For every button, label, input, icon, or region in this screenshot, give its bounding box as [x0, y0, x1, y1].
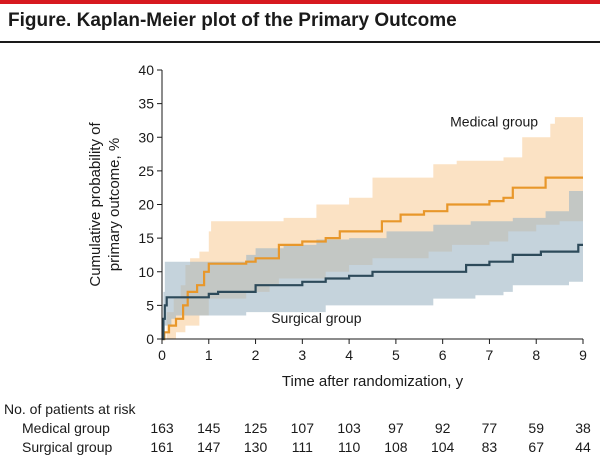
title-rule [0, 41, 600, 43]
medical-group-step-line [162, 176, 583, 341]
y-tick-label: 30 [138, 129, 154, 145]
risk-count: 108 [384, 439, 408, 455]
y-tick-label: 0 [146, 331, 154, 347]
step-lines [162, 176, 583, 341]
x-tick-label: 1 [205, 347, 213, 363]
risk-count: 103 [337, 420, 361, 436]
risk-count: 125 [244, 420, 268, 436]
risk-count: 145 [197, 420, 221, 436]
annotation-surgical-group: Surgical group [271, 310, 361, 326]
y-tick-label: 35 [138, 96, 154, 112]
x-tick-label: 5 [392, 347, 400, 363]
risk-count: 147 [197, 439, 221, 455]
y-tick-label: 15 [138, 230, 154, 246]
confidence-bands [162, 117, 583, 339]
y-tick-label: 40 [138, 62, 154, 78]
risk-count: 130 [244, 439, 268, 455]
risk-count: 163 [150, 420, 174, 436]
axes: 0 5 10 15 20 25 30 35 40 0 1 2 3 4 5 6 7 8 9 Time after ran… [87, 62, 587, 390]
risk-count: 83 [482, 439, 498, 455]
y-axis-label: Cumulative probability of primary outcome… [87, 122, 123, 287]
risk-table: No. of patients at risk Medical group 163 1… [4, 401, 591, 455]
risk-count: 110 [338, 439, 361, 455]
x-tick-label: 0 [158, 347, 166, 363]
y-tick-label: 25 [138, 163, 154, 179]
x-tick-label: 9 [579, 347, 587, 363]
risk-count: 97 [388, 420, 404, 436]
risk-row-label: Medical group [22, 420, 110, 436]
figure-title: Figure. Kaplan-Meier plot of the Primary… [8, 10, 457, 31]
x-tick-label: 7 [486, 347, 494, 363]
risk-count: 59 [528, 420, 544, 436]
x-axis-label: Time after randomization, y [282, 373, 464, 390]
risk-row-label: Surgical group [22, 439, 112, 455]
risk-count: 92 [435, 420, 451, 436]
x-tick-label: 8 [532, 347, 540, 363]
risk-count: 104 [431, 439, 455, 455]
risk-count: 44 [575, 439, 591, 455]
risk-table-header: No. of patients at risk [4, 401, 137, 417]
risk-count: 77 [482, 420, 498, 436]
risk-count: 67 [528, 439, 544, 455]
surgical-group-step-line [162, 243, 583, 341]
risk-count: 38 [575, 420, 591, 436]
x-tick-label: 2 [252, 347, 260, 363]
x-tick-label: 3 [298, 347, 306, 363]
y-axis-label-line: primary outcome, % [106, 138, 123, 271]
risk-count: 107 [291, 420, 315, 436]
series-annotations: Medical group Surgical group [271, 113, 538, 325]
x-tick-label: 6 [439, 347, 447, 363]
risk-count: 161 [150, 439, 174, 455]
x-tick-label: 4 [345, 347, 353, 363]
y-tick-label: 5 [146, 297, 154, 313]
risk-count: 111 [292, 439, 313, 455]
y-axis-label-line: Cumulative probability of [87, 122, 104, 287]
y-tick-label: 10 [138, 264, 154, 280]
annotation-medical-group: Medical group [450, 113, 538, 129]
surgical-group-ci-band [162, 191, 583, 339]
y-tick-label: 20 [138, 197, 154, 213]
accent-top-bar [0, 0, 600, 4]
